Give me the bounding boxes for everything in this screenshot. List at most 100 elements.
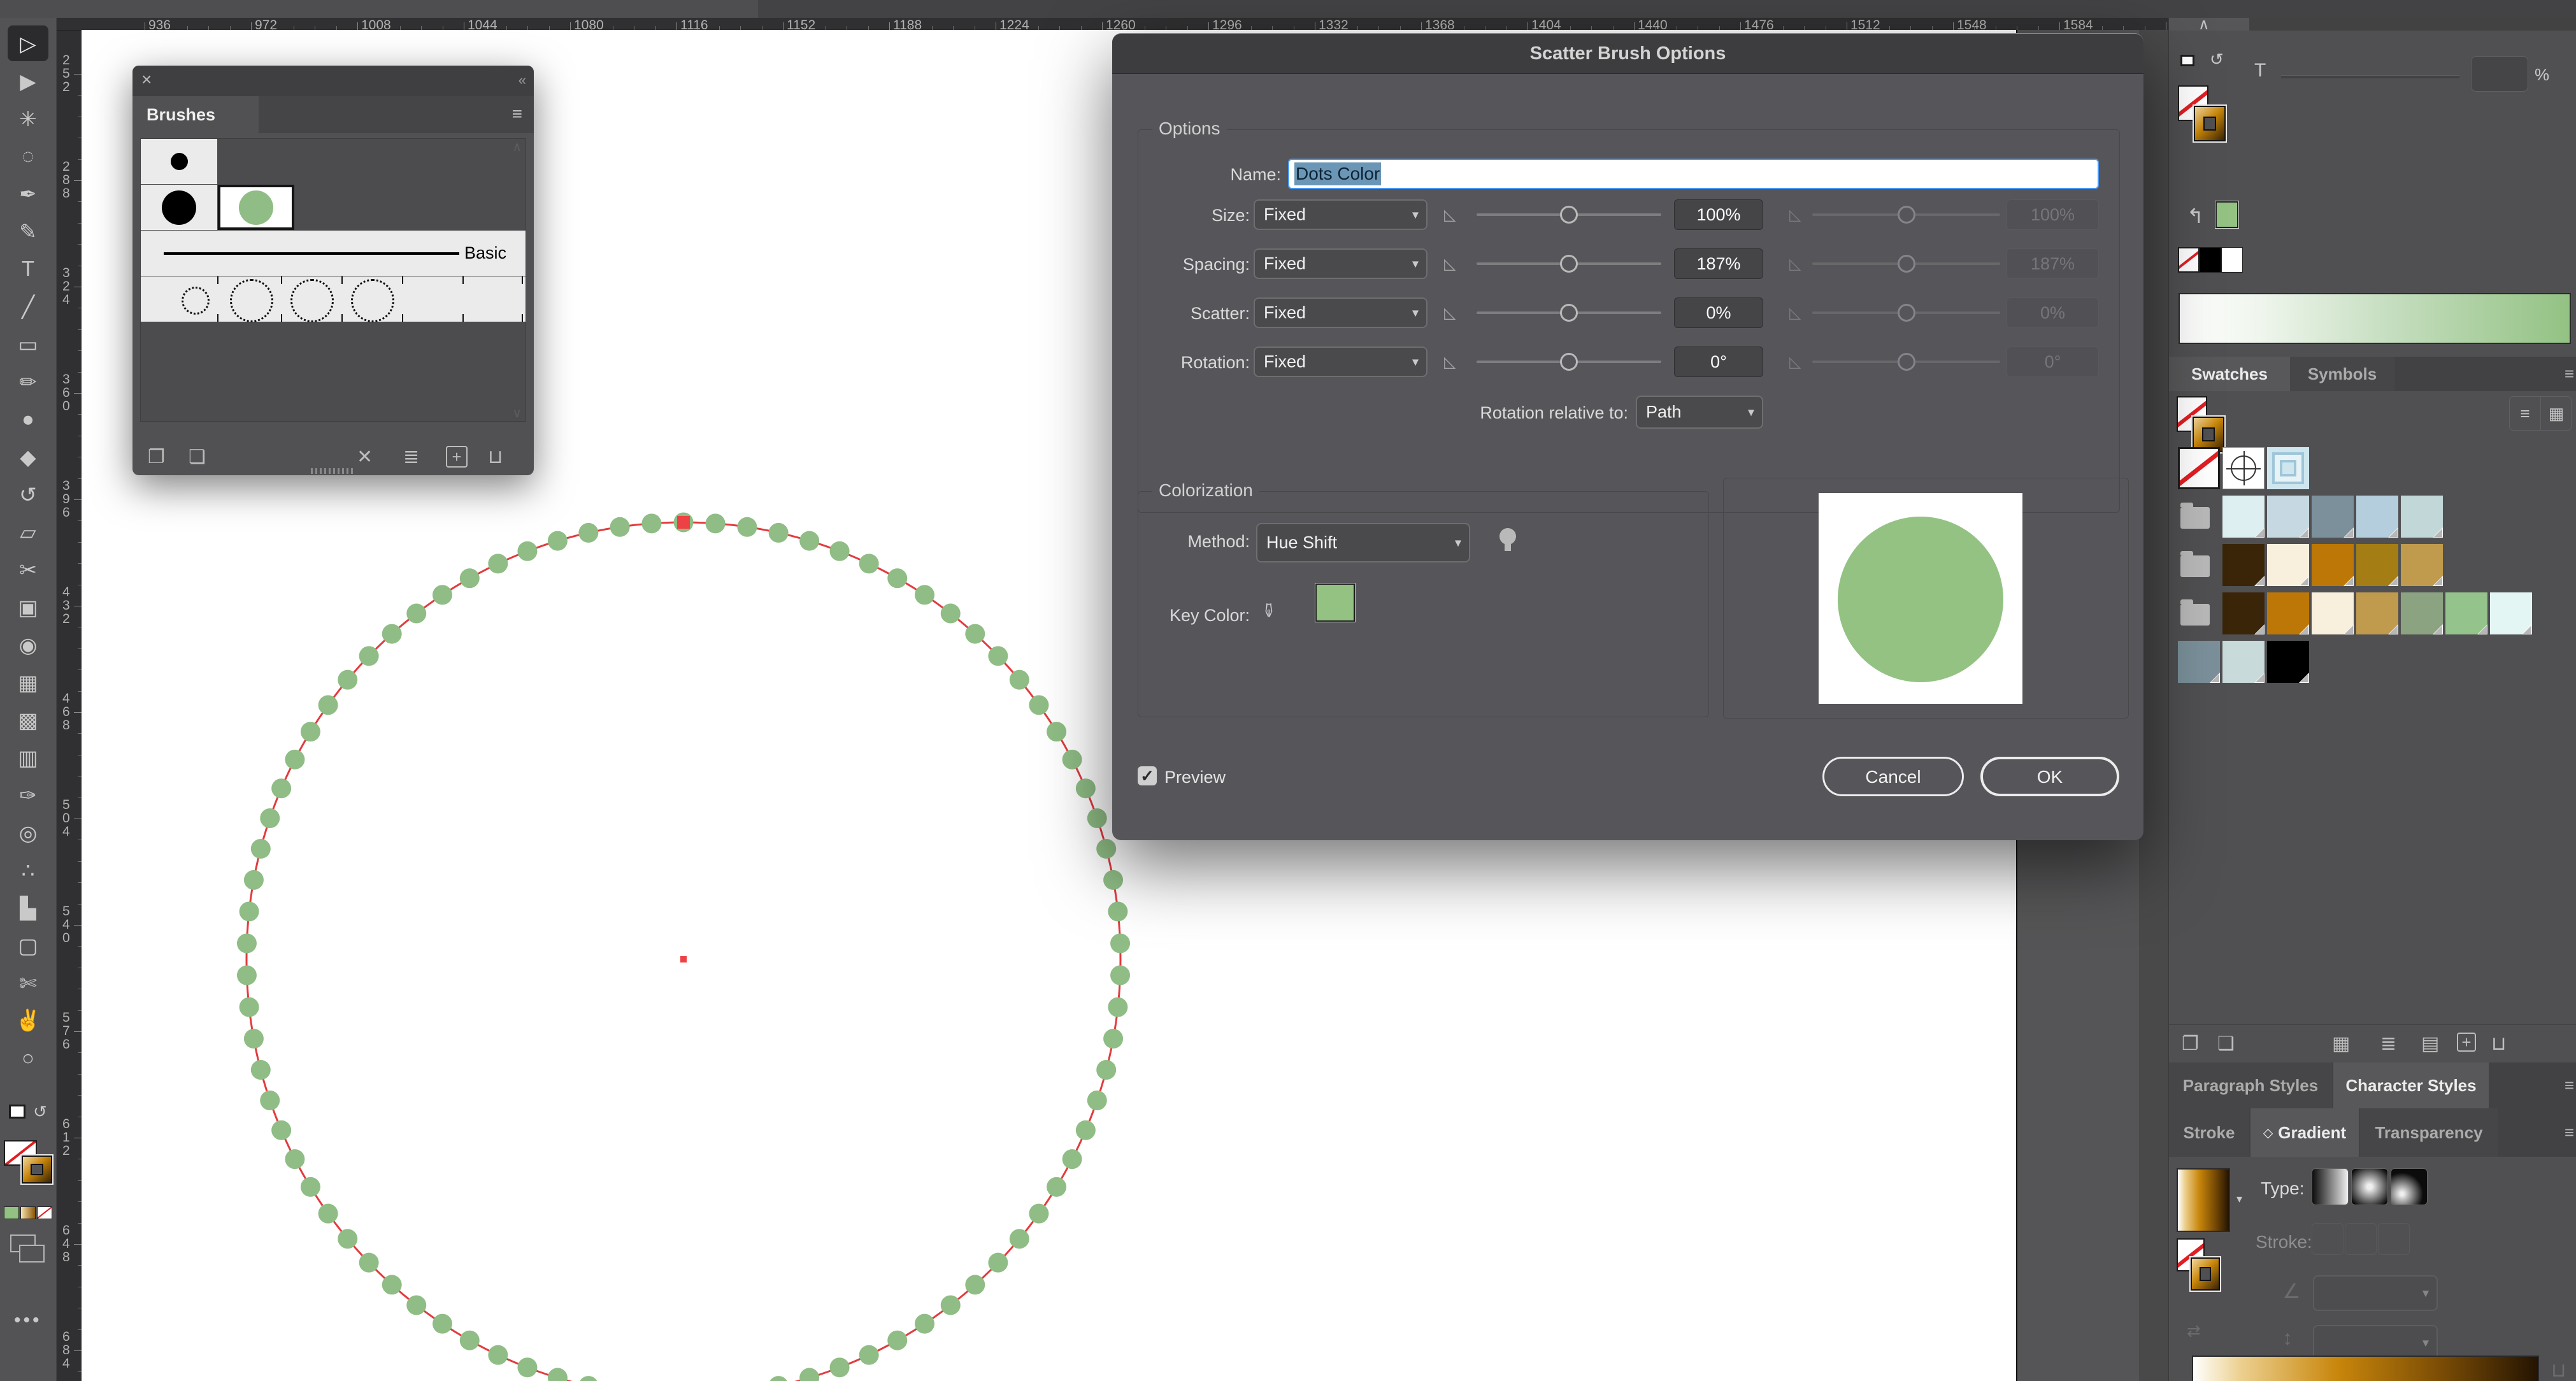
mini-fill-stroke-controls[interactable]: ↺ bbox=[5, 1101, 51, 1139]
artboard-tool-icon[interactable]: ▢ bbox=[18, 933, 38, 957]
brush-item-black-dot[interactable] bbox=[141, 185, 217, 230]
rotation-relative-dropdown[interactable]: Path ▾ bbox=[1636, 396, 1763, 429]
swatch-color[interactable] bbox=[2445, 592, 2487, 634]
eyedropper-icon[interactable]: ✑ bbox=[1257, 602, 1279, 619]
value-slider[interactable] bbox=[1477, 353, 1661, 371]
swatch-color[interactable] bbox=[2178, 641, 2220, 683]
swatch-color[interactable] bbox=[2356, 592, 2398, 634]
width-tool-icon[interactable]: ✂ bbox=[19, 557, 37, 582]
swatch-color[interactable] bbox=[2401, 496, 2443, 538]
panel-menu-icon[interactable]: ≡ bbox=[2564, 1075, 2574, 1095]
brush-item-dotted-circles[interactable] bbox=[141, 276, 526, 322]
key-color-swatch[interactable] bbox=[1315, 583, 1355, 622]
brushes-panel-header[interactable]: × « bbox=[132, 66, 534, 96]
shaper-tool-icon[interactable]: ● bbox=[22, 407, 34, 431]
dock-chevron-icon[interactable]: ∧ bbox=[2198, 16, 2210, 33]
quick-white-swatch[interactable] bbox=[2221, 247, 2243, 273]
new-swatch-icon[interactable]: + bbox=[2457, 1033, 2476, 1052]
stroke-gradient-indicator[interactable] bbox=[2194, 106, 2226, 141]
stroke-within-button[interactable] bbox=[2312, 1223, 2343, 1255]
angle-dropdown[interactable]: ▾ bbox=[2313, 1275, 2438, 1311]
pressure-variation-icon[interactable]: ◺ bbox=[1444, 354, 1456, 371]
swatch-folder-icon[interactable] bbox=[2180, 503, 2210, 529]
stroke-gradient-swatch[interactable] bbox=[22, 1156, 52, 1184]
swatch-registration[interactable] bbox=[2222, 447, 2265, 489]
slider-knob[interactable] bbox=[1560, 304, 1578, 322]
colorization-tips-icon[interactable] bbox=[1499, 528, 1516, 551]
drawing-modes-icon[interactable] bbox=[9, 1232, 47, 1289]
eyedropper-tool-icon[interactable]: ✑ bbox=[19, 783, 37, 807]
pressure-variation-icon[interactable]: ◺ bbox=[1444, 206, 1456, 224]
aspect-dropdown[interactable]: ▾ bbox=[2313, 1325, 2438, 1361]
symbol-sprayer-tool-icon[interactable]: ∴ bbox=[21, 858, 35, 882]
delete-brush-icon[interactable]: ⊔ bbox=[488, 447, 503, 468]
type-tool-icon[interactable]: T bbox=[21, 257, 35, 280]
value-field[interactable]: 0° bbox=[1674, 347, 1763, 377]
scatter-mode-dropdown[interactable]: Fixed ▾ bbox=[1254, 297, 1428, 328]
edit-toolbar-ellipsis[interactable]: ••• bbox=[14, 1310, 42, 1331]
swatch-color[interactable] bbox=[2267, 592, 2309, 634]
size-mode-dropdown[interactable]: Fixed ▾ bbox=[1254, 199, 1428, 230]
quick-black-swatch[interactable] bbox=[2200, 247, 2221, 273]
swatch-color[interactable] bbox=[2312, 544, 2354, 586]
tab-brushes[interactable]: Brushes bbox=[132, 96, 259, 133]
collapsed-panel-tabs[interactable]: ∧ bbox=[2169, 16, 2576, 33]
hand-tool-icon[interactable]: ✌ bbox=[15, 1008, 41, 1032]
value-slider[interactable] bbox=[1477, 206, 1661, 224]
fill-none-swatch[interactable] bbox=[4, 1140, 37, 1166]
value-field[interactable]: 187% bbox=[1674, 248, 1763, 279]
freeform-gradient-button[interactable] bbox=[2391, 1168, 2428, 1205]
gradient-tool-icon[interactable]: ▥ bbox=[18, 745, 38, 769]
brush-item-small-dot[interactable] bbox=[141, 139, 217, 184]
method-dropdown[interactable]: Hue Shift ▾ bbox=[1256, 523, 1470, 562]
tab-paragraph-styles[interactable]: Paragraph Styles bbox=[2169, 1063, 2332, 1108]
color-themes-icon[interactable]: ▦ bbox=[2332, 1033, 2351, 1054]
line-segment-tool-icon[interactable]: ╱ bbox=[22, 294, 34, 318]
pressure-variation-icon[interactable]: ◺ bbox=[1444, 255, 1456, 273]
swatch-color[interactable] bbox=[2312, 496, 2354, 538]
scroll-down-icon[interactable]: ∨ bbox=[512, 406, 522, 420]
swatch-pattern[interactable] bbox=[2267, 447, 2309, 489]
new-color-group-icon[interactable]: ▤ bbox=[2421, 1033, 2440, 1054]
delete-stop-icon[interactable]: ⊔ bbox=[2551, 1360, 2566, 1381]
grid-view-icon[interactable]: ▦ bbox=[2540, 397, 2572, 430]
scale-tool-icon[interactable]: ▱ bbox=[20, 520, 36, 544]
options-of-selected-icon[interactable]: ≣ bbox=[403, 447, 420, 468]
swatch-color[interactable] bbox=[2222, 592, 2265, 634]
rectangle-tool-icon[interactable]: ▭ bbox=[18, 332, 38, 356]
gradient-slider-bar[interactable] bbox=[2192, 1356, 2539, 1381]
panel-menu-icon[interactable]: ≡ bbox=[2564, 1122, 2574, 1142]
fill-none-indicator[interactable] bbox=[2178, 85, 2208, 121]
name-input[interactable]: Dots Color bbox=[1288, 159, 2099, 189]
rotate-tool-icon[interactable]: ↺ bbox=[19, 482, 37, 506]
panel-menu-icon[interactable]: ≡ bbox=[512, 104, 522, 124]
stroke-across-button[interactable] bbox=[2378, 1223, 2410, 1255]
slider-knob[interactable] bbox=[1560, 206, 1578, 224]
gradient-thumbnail[interactable] bbox=[2177, 1168, 2230, 1232]
swatch-color[interactable] bbox=[2401, 544, 2443, 586]
pen-tool-icon[interactable]: ✒ bbox=[19, 182, 37, 206]
swatch-color[interactable] bbox=[2356, 544, 2398, 586]
ok-button[interactable]: OK bbox=[1980, 757, 2119, 796]
swatch-color[interactable] bbox=[2222, 641, 2265, 683]
selection-tool-icon[interactable]: ▷ bbox=[8, 25, 48, 61]
lasso-tool-icon[interactable]: ◌ bbox=[22, 144, 34, 168]
swatch-options-icon[interactable]: ≣ bbox=[2380, 1033, 2397, 1054]
none-button[interactable] bbox=[37, 1206, 52, 1219]
perspective-grid-tool-icon[interactable]: ▦ bbox=[18, 670, 38, 694]
quick-none-swatch[interactable] bbox=[2178, 247, 2200, 273]
tab-gradient[interactable]: ◇ Gradient bbox=[2250, 1108, 2359, 1157]
reverse-gradient-icon[interactable]: ⇄ bbox=[2187, 1321, 2201, 1340]
slider-knob[interactable] bbox=[1560, 353, 1578, 371]
value-field[interactable]: 100% bbox=[1674, 199, 1763, 230]
color-button[interactable] bbox=[4, 1206, 19, 1219]
paintbrush-tool-icon[interactable]: ✏ bbox=[19, 369, 37, 394]
shape-builder-tool-icon[interactable]: ◉ bbox=[18, 633, 38, 657]
swap-fill-stroke-icon[interactable]: ↺ bbox=[33, 1102, 47, 1121]
swatch-color[interactable] bbox=[2401, 592, 2443, 634]
eraser-tool-icon[interactable]: ◆ bbox=[20, 445, 36, 469]
color-mode-buttons[interactable] bbox=[4, 1206, 55, 1223]
curvature-tool-icon[interactable]: ✎ bbox=[19, 219, 37, 243]
swatch-folder-icon[interactable] bbox=[2180, 599, 2210, 626]
stroke-along-button[interactable] bbox=[2345, 1223, 2377, 1255]
